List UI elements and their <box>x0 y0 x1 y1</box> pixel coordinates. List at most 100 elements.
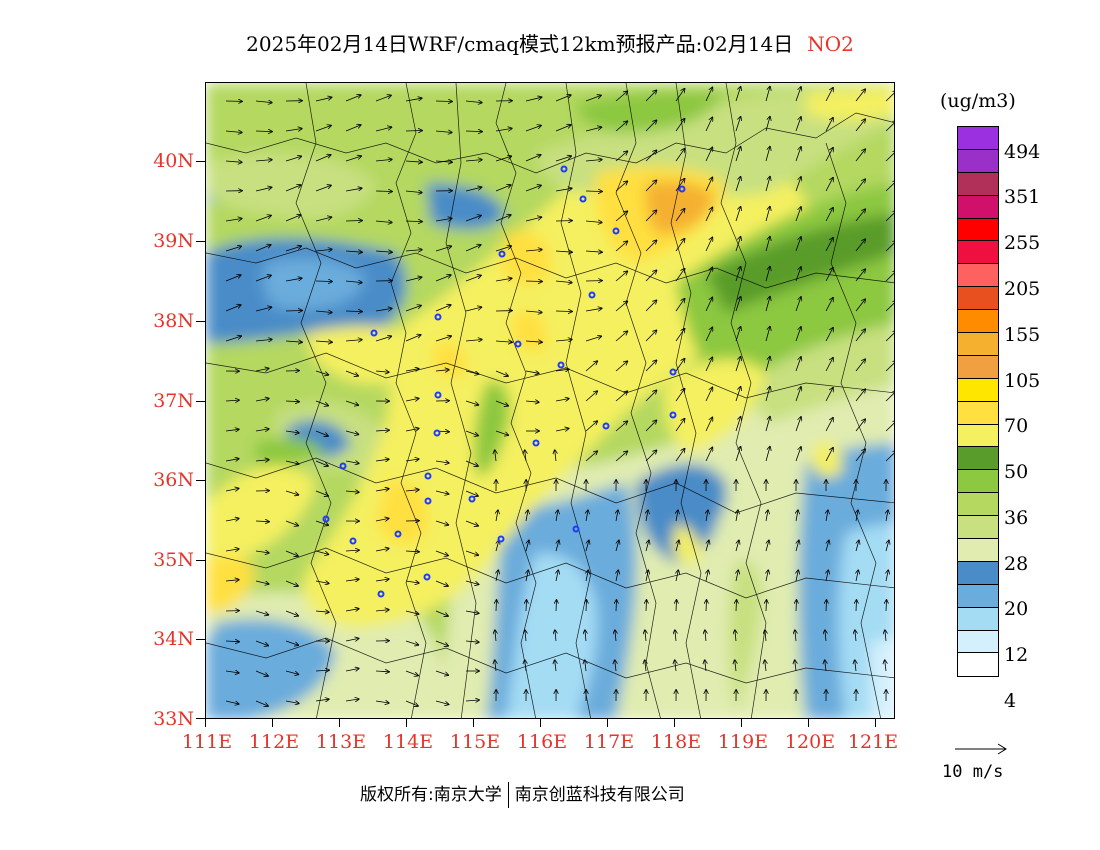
wind-arrow <box>825 660 826 672</box>
wind-arrow <box>255 160 272 161</box>
wind-arrow <box>586 570 588 582</box>
wind-arrow <box>465 700 479 701</box>
wind-arrow <box>645 90 657 102</box>
wind-arrow <box>525 401 539 402</box>
wind-arrow <box>585 95 601 102</box>
wind-arrow <box>825 148 833 162</box>
wind-arrow <box>285 185 301 192</box>
wind-arrow <box>675 660 676 672</box>
wind-arrow <box>885 391 894 402</box>
wind-arrow <box>285 246 301 252</box>
wind-arrow <box>705 297 712 312</box>
wind-arrow <box>315 249 332 251</box>
wind-arrow <box>495 341 512 342</box>
wind-arrow <box>885 211 894 222</box>
wind-arrow <box>465 430 478 436</box>
wind-arrow <box>465 275 481 282</box>
wind-arrow <box>585 191 602 192</box>
wind-arrow <box>555 630 556 642</box>
wind-arrow <box>885 331 894 342</box>
legend-swatch <box>958 355 998 379</box>
wind-arrow <box>825 118 833 132</box>
wind-arrow <box>615 211 627 222</box>
wind-arrow <box>375 308 392 311</box>
lon-label-111e: 111E <box>181 731 233 753</box>
company-name: 南京创蓝科技有限公司 <box>514 785 685 805</box>
wind-arrow <box>616 600 617 612</box>
wind-arrow <box>735 447 741 462</box>
wind-arrow <box>615 331 627 342</box>
wind-arrow <box>285 640 298 645</box>
wind-arrow <box>826 510 828 522</box>
wind-arrow <box>315 699 329 701</box>
wind-arrow <box>255 640 268 646</box>
wind-arrow <box>555 95 571 102</box>
wind-arrow <box>225 275 241 282</box>
wind-arrow <box>885 421 894 432</box>
wind-vectors <box>225 87 894 706</box>
wind-arrow <box>705 237 712 252</box>
lon-tick <box>741 719 742 727</box>
wind-arrow <box>555 125 571 132</box>
wind-arrow <box>255 101 272 103</box>
wind-arrow <box>375 518 389 521</box>
wind-arrow <box>765 447 770 462</box>
wind-arrow <box>825 208 833 222</box>
wind-arrow <box>825 388 833 402</box>
wind-arrow <box>795 660 796 672</box>
wind-arrow <box>225 580 239 581</box>
wind-arrow <box>495 660 496 672</box>
lon-label-115e: 115E <box>449 731 501 753</box>
wind-arrow <box>525 281 542 282</box>
wind-arrow <box>495 185 511 192</box>
lon-tick <box>607 719 608 727</box>
city-marker <box>370 329 378 337</box>
lon-label-113e: 113E <box>315 731 367 753</box>
legend-swatch <box>958 264 998 288</box>
wind-arrow <box>495 370 508 376</box>
wind-arrow <box>825 630 826 642</box>
wind-arrow <box>255 245 271 252</box>
wind-arrow <box>525 341 542 342</box>
wind-arrow <box>646 540 649 552</box>
wind-arrow <box>675 239 685 252</box>
wind-arrow <box>405 610 419 614</box>
legend-swatch <box>958 470 998 494</box>
lon-label-117e: 117E <box>583 731 635 753</box>
wind-arrow <box>375 191 392 192</box>
wind-arrow <box>615 660 616 672</box>
wind-arrow <box>646 510 648 522</box>
wind-arrow <box>525 217 542 222</box>
city-marker <box>424 497 432 505</box>
wind-arrow <box>375 251 392 252</box>
wind-arrow <box>825 88 833 102</box>
wind-arrow <box>765 237 770 252</box>
wind-arrow <box>615 451 627 462</box>
city-marker <box>532 439 540 447</box>
lon-label-118e: 118E <box>650 731 702 753</box>
wind-arrow <box>675 149 685 162</box>
wind-arrow <box>225 246 241 252</box>
wind-arrow <box>825 238 833 252</box>
wind-arrow <box>225 549 239 551</box>
wind-arrow <box>285 278 302 282</box>
wind-arrow <box>645 120 657 132</box>
wind-arrow <box>225 336 241 342</box>
wind-arrow <box>796 510 798 522</box>
lat-tick <box>196 639 205 640</box>
wind-arrow <box>826 540 829 552</box>
wind-arrow <box>555 428 569 431</box>
wind-arrow <box>645 390 657 402</box>
wind-arrow <box>675 209 685 222</box>
wind-arrow <box>315 217 332 222</box>
wind-arrow <box>766 540 769 552</box>
lat-tick <box>196 161 205 162</box>
legend-label: 12 <box>1004 644 1029 666</box>
wind-arrow <box>345 281 362 283</box>
city-marker <box>394 530 402 538</box>
wind-arrow <box>375 221 392 223</box>
wind-arrow <box>465 580 479 584</box>
wind-arrow <box>555 311 572 312</box>
city-marker <box>669 411 677 419</box>
wind-arrow <box>555 369 569 371</box>
